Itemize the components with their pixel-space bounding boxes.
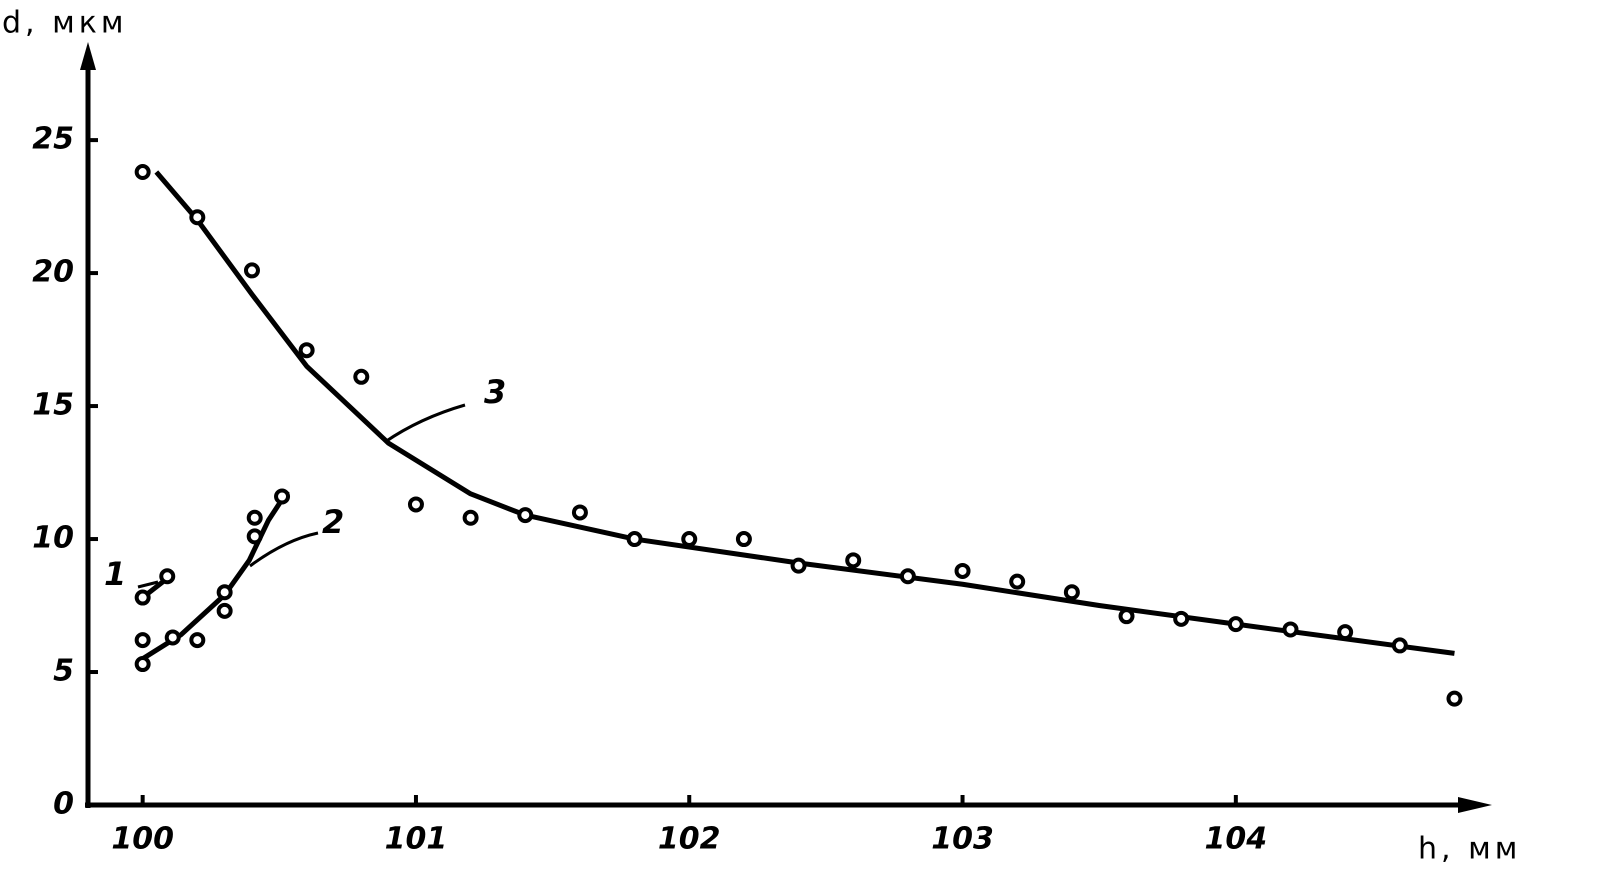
y-tick-label: 20 <box>32 255 74 290</box>
data-point <box>298 342 315 359</box>
y-tick-label: 15 <box>32 388 74 423</box>
x-tick-label: 103 <box>931 822 994 857</box>
data-point <box>735 531 752 548</box>
data-point <box>1446 690 1463 707</box>
data-point <box>1337 624 1354 641</box>
data-point <box>243 262 260 279</box>
x-axis-title: h, мм <box>1418 832 1521 867</box>
curve-label: 1 <box>104 555 126 593</box>
data-point <box>189 209 206 226</box>
data-point <box>517 507 534 524</box>
y-tick-label: 0 <box>53 787 74 822</box>
data-point <box>216 584 233 601</box>
data-point <box>407 496 424 513</box>
data-point <box>134 164 151 181</box>
data-point <box>899 568 916 585</box>
y-axis-title: d, мкм <box>2 6 128 41</box>
data-point <box>1227 616 1244 633</box>
data-point <box>216 602 233 619</box>
data-point <box>1391 637 1408 654</box>
data-point <box>274 488 291 505</box>
data-point <box>845 552 862 569</box>
data-point <box>134 589 151 606</box>
data-point <box>954 562 971 579</box>
y-tick-label: 5 <box>53 654 74 689</box>
data-point <box>681 531 698 548</box>
curve-label: 2 <box>322 503 344 541</box>
leader-line <box>137 580 159 589</box>
x-tick-label: 102 <box>658 822 721 857</box>
leader-line <box>384 403 466 444</box>
data-point <box>246 528 263 545</box>
y-tick-label: 25 <box>32 122 74 157</box>
curve-label: 3 <box>484 373 506 411</box>
fit-curve <box>154 170 1455 656</box>
data-point <box>246 509 263 526</box>
data-point <box>134 656 151 673</box>
data-point <box>1009 573 1026 590</box>
data-point <box>159 568 176 585</box>
y-tick-label: 10 <box>32 521 74 556</box>
data-point <box>1173 610 1190 627</box>
data-point <box>164 629 181 646</box>
data-point <box>353 368 370 385</box>
data-point <box>1118 608 1135 625</box>
data-point <box>790 557 807 574</box>
x-tick-label: 104 <box>1205 822 1268 857</box>
data-point <box>626 531 643 548</box>
x-tick-label: 101 <box>385 822 448 857</box>
x-tick-label: 100 <box>111 822 174 857</box>
data-point <box>571 504 588 521</box>
data-point <box>189 632 206 649</box>
data-point <box>1063 584 1080 601</box>
leader-line <box>249 531 319 568</box>
x-axis-arrow <box>1458 797 1492 813</box>
data-point <box>134 632 151 649</box>
data-point <box>462 509 479 526</box>
data-point <box>1282 621 1299 638</box>
y-axis-arrow <box>80 42 96 70</box>
